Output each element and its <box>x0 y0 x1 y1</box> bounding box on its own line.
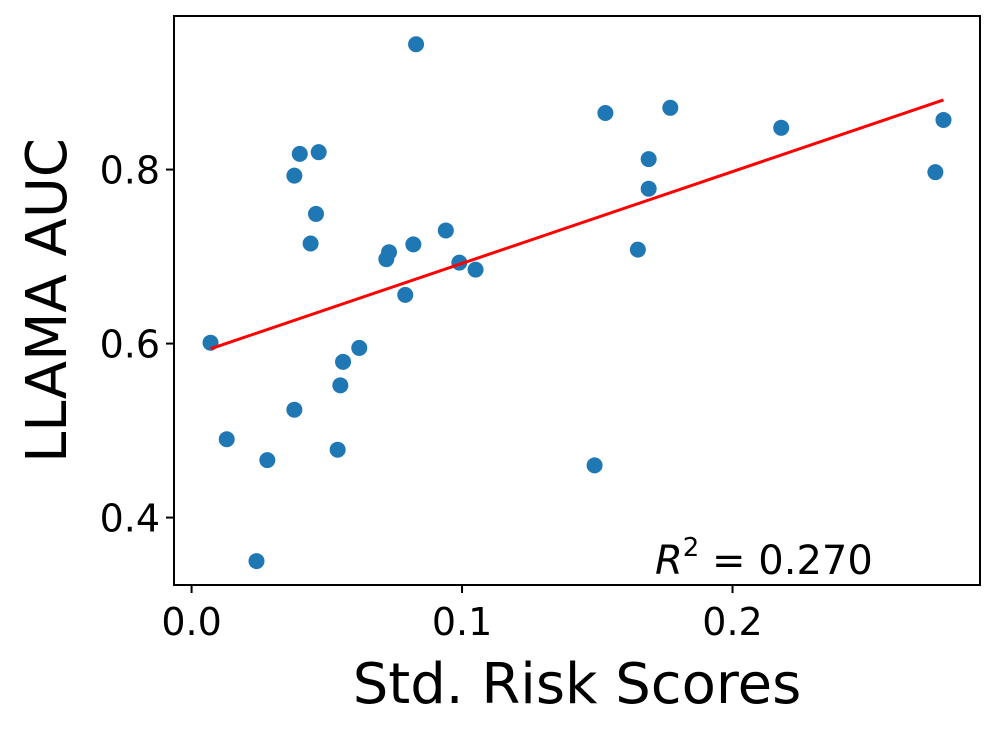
data-point <box>286 401 303 418</box>
data-point <box>351 339 368 356</box>
regression-line <box>210 98 944 351</box>
data-point <box>218 431 235 448</box>
y-axis-title: LLAMA AUC <box>15 138 80 463</box>
data-point <box>307 205 324 222</box>
data-point <box>640 151 657 168</box>
data-point <box>335 353 352 370</box>
data-points <box>202 36 952 570</box>
data-point <box>467 261 484 278</box>
data-point <box>629 241 646 258</box>
r-squared-annotation: R2 = 0.270 <box>655 533 873 584</box>
data-point <box>408 36 425 53</box>
data-point <box>405 236 422 253</box>
data-point <box>437 222 454 239</box>
data-point <box>329 441 346 458</box>
data-point <box>248 553 265 570</box>
y-tick-label: 0.6 <box>100 323 160 367</box>
data-point <box>662 99 679 116</box>
x-tick-label: 0.2 <box>702 600 762 644</box>
data-point <box>302 235 319 252</box>
y-tick-label: 0.4 <box>100 497 160 541</box>
data-point <box>310 144 327 161</box>
data-point <box>927 164 944 181</box>
data-point <box>773 119 790 136</box>
data-point <box>935 111 952 128</box>
data-point <box>286 167 303 184</box>
r-squared-exponent: 2 <box>683 533 700 563</box>
data-point <box>291 145 308 162</box>
data-point <box>586 457 603 474</box>
data-point <box>332 377 349 394</box>
r-squared-value: = 0.270 <box>699 538 872 584</box>
x-tick-label: 0.0 <box>161 600 221 644</box>
data-point <box>640 180 657 197</box>
y-axis-ticks: 0.4 0.6 0.8 <box>100 149 174 541</box>
x-axis-title: Std. Risk Scores <box>353 652 802 717</box>
plot-area-frame <box>173 15 981 586</box>
data-point <box>381 244 398 261</box>
data-point <box>259 452 276 469</box>
data-point <box>597 105 614 122</box>
r-squared-symbol: R <box>655 538 683 584</box>
x-tick-label: 0.1 <box>432 600 492 644</box>
data-point <box>397 286 414 303</box>
y-tick-label: 0.8 <box>100 149 160 193</box>
x-axis-ticks: 0.0 0.1 0.2 <box>161 585 763 644</box>
